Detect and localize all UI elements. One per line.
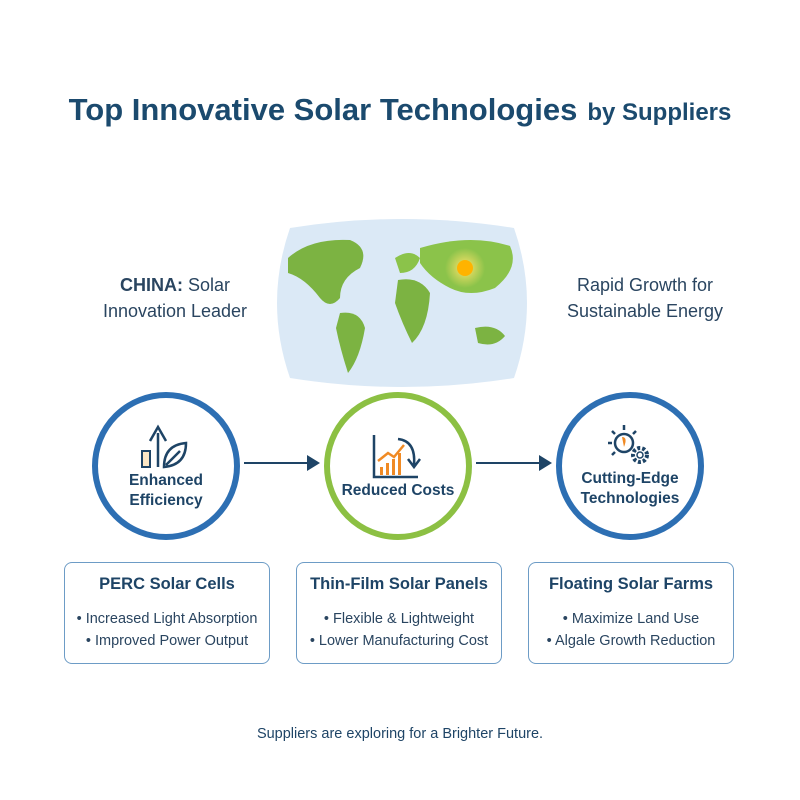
- flow-arrow: [476, 455, 552, 471]
- growth-note: Rapid Growth for Sustainable Energy: [566, 275, 724, 321]
- sun-gear-icon: [608, 425, 649, 464]
- efficiency-leaf-arrow-icon: [141, 424, 188, 469]
- cost-chart-down-icon: [372, 435, 421, 479]
- tech-card-perc: PERC Solar Cells Increased Light Absorpt…: [64, 562, 270, 664]
- footer-text: Suppliers are exploring for a Brighter F…: [256, 726, 544, 742]
- flow-arrow: [244, 455, 320, 471]
- tech-card-floating: Floating Solar Farms Maximize Land UseAl…: [528, 562, 734, 664]
- china-note: CHINA: Solar Innovation Leader: [102, 275, 248, 321]
- benefit-reduced-costs: Reduced Costs: [324, 392, 472, 540]
- tech-card-thin-film: Thin-Film Solar Panels Flexible & Lightw…: [296, 562, 502, 664]
- world-map: [277, 219, 527, 387]
- benefit-enhanced-efficiency: Enhanced Efficiency: [92, 392, 240, 540]
- benefit-cutting-edge: Cutting-Edge Technologies: [556, 392, 704, 540]
- page-title: Top Innovative Solar Technologies by Supp…: [68, 92, 732, 127]
